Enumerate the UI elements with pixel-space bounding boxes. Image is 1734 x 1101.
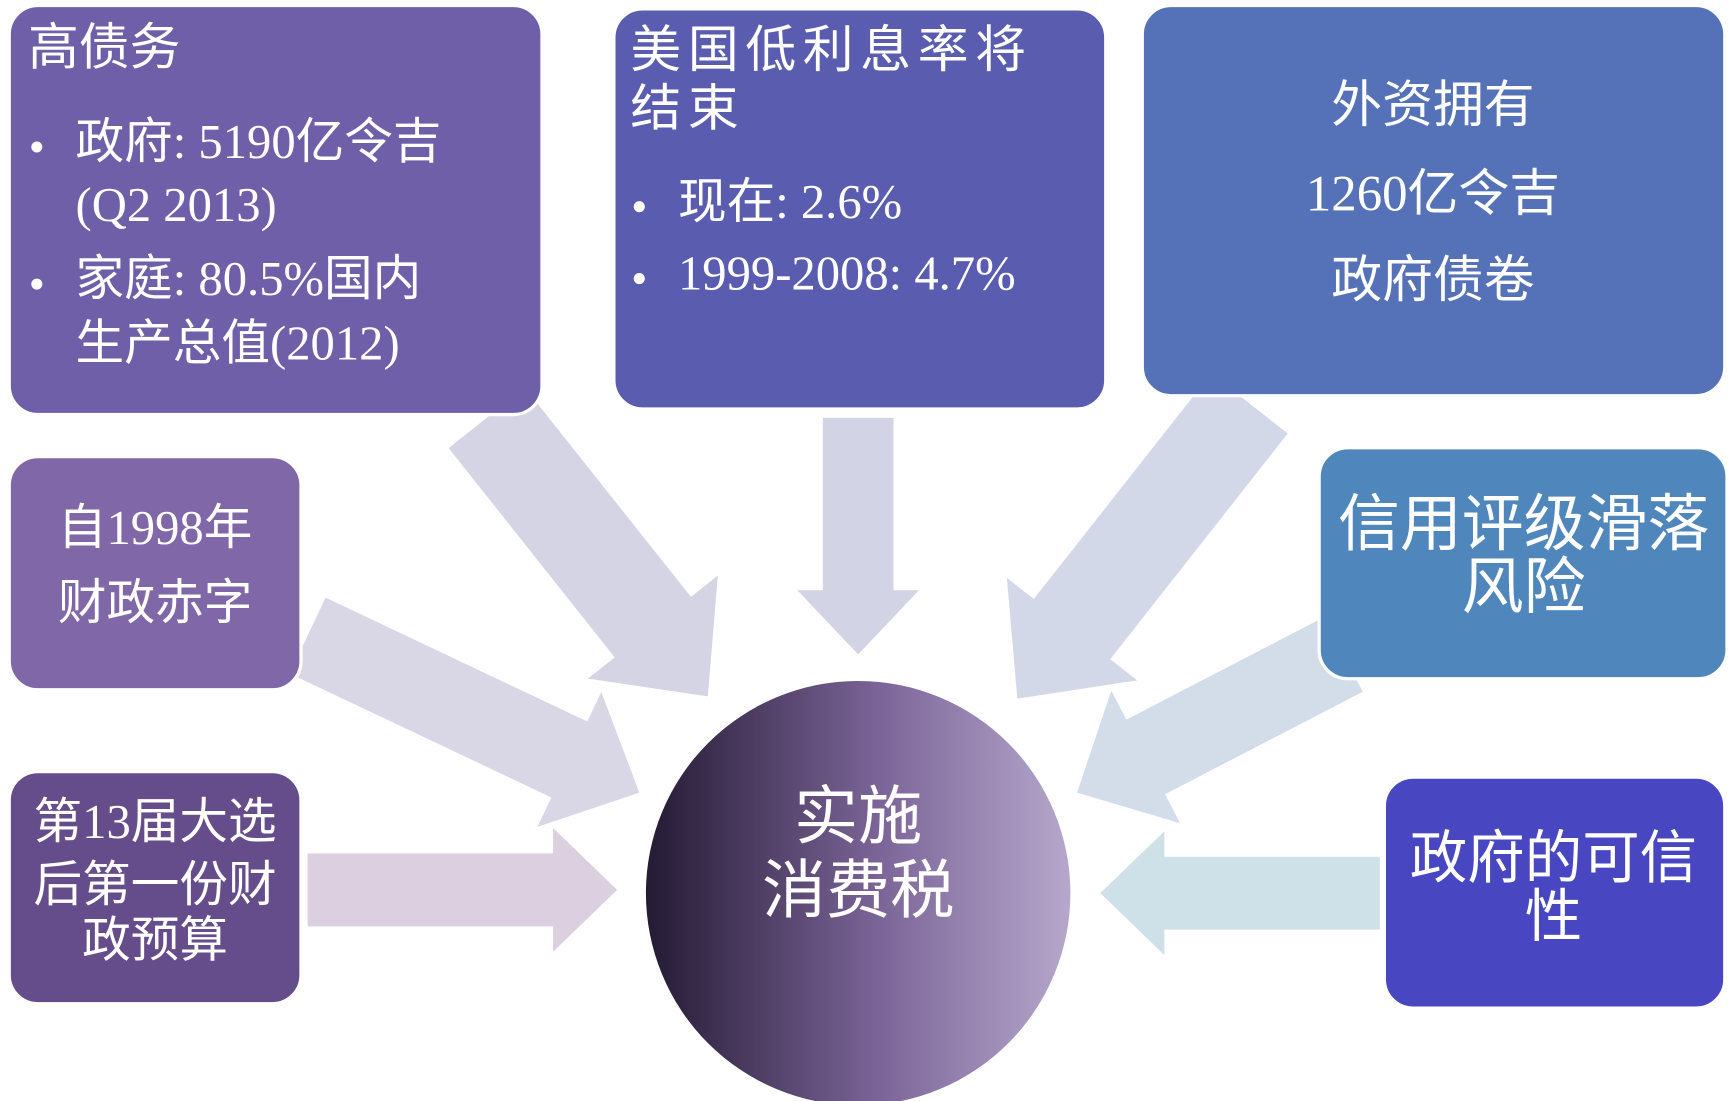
bullet-text: 1999-2008: 4.7% xyxy=(678,247,1016,301)
box-title: 政预算 xyxy=(82,913,228,967)
box-title: 外资拥有 xyxy=(1331,77,1534,133)
box-title: 第13届大选 xyxy=(34,795,277,849)
box-background xyxy=(1140,3,1727,398)
box-background xyxy=(1382,775,1727,1010)
arrow xyxy=(1006,373,1288,699)
arrow xyxy=(289,597,640,827)
bullet-dot xyxy=(633,201,645,213)
box-title: 结束 xyxy=(630,81,745,137)
bullet-text: 家庭: 80.5%国内 xyxy=(76,252,422,306)
box-background xyxy=(7,454,303,692)
box-title: 风险 xyxy=(1462,554,1586,622)
arrow xyxy=(307,827,618,952)
box-title: 美国低利息率将 xyxy=(630,22,1032,78)
box-title: 自1998年 xyxy=(58,501,253,555)
bullet-text: (Q2 2013) xyxy=(76,178,277,232)
center-circle xyxy=(645,681,1071,1101)
box-background xyxy=(7,769,303,1006)
bullet-dot xyxy=(31,141,43,153)
arrow xyxy=(797,417,919,655)
box-title: 政府债卷 xyxy=(1331,252,1534,308)
box-title: 后第一份财 xyxy=(34,858,277,912)
box-title: 1260亿令吉 xyxy=(1306,166,1560,222)
box-title: 高债务 xyxy=(28,20,181,76)
arrows xyxy=(289,373,1380,956)
bullet-dot xyxy=(31,278,43,290)
box-background xyxy=(1317,446,1729,681)
arrow xyxy=(1077,617,1363,824)
box-title: 政府的可信 xyxy=(1410,828,1697,891)
arrow xyxy=(448,387,718,697)
center-label: 消费税 xyxy=(762,855,954,926)
box-title: 信用评级滑落 xyxy=(1338,491,1709,559)
box-background xyxy=(7,3,544,417)
box-title: 财政赤字 xyxy=(58,576,253,630)
arrow xyxy=(1100,831,1380,956)
box-background xyxy=(612,7,1108,411)
bullet-text: 政府: 5190亿令吉 xyxy=(76,115,442,169)
box-title: 性 xyxy=(1525,886,1582,949)
bullet-text: 生产总值(2012) xyxy=(76,316,400,370)
center-label: 实施 xyxy=(794,781,922,852)
bullet-dot xyxy=(633,273,645,285)
bullet-text: 现在: 2.6% xyxy=(678,175,902,229)
